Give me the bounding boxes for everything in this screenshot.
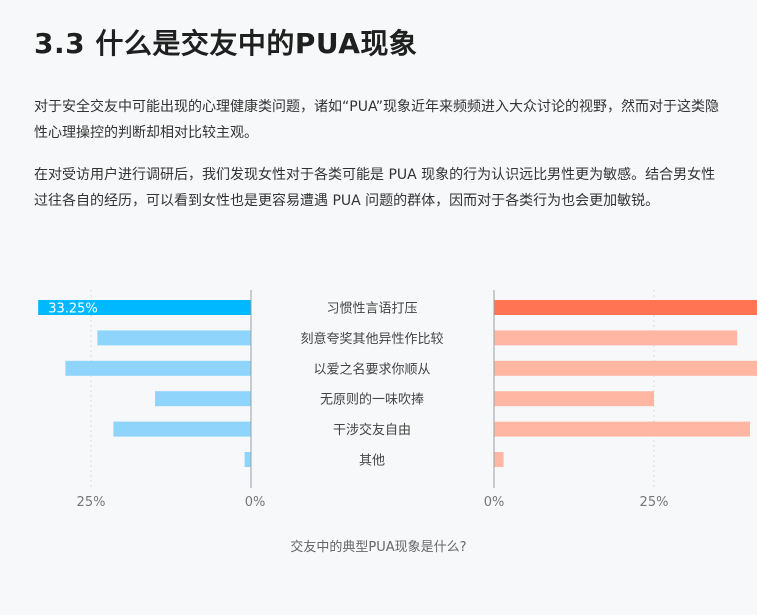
section-title: 3.3 什么是交友中的PUA现象	[34, 27, 418, 60]
right-bar	[494, 330, 738, 346]
intro-paragraph: 对于安全交友中可能出现的心理健康类问题，诸如“PUA”现象近年来频频进入大众讨论…	[34, 99, 720, 141]
right-bar	[494, 452, 504, 467]
tick-label-right-0: 0%	[484, 495, 505, 510]
left-bar	[38, 300, 252, 315]
tick-label-right-25: 25%	[640, 495, 669, 510]
right-bar	[494, 300, 757, 315]
category-label: 干涉交友自由	[333, 422, 411, 438]
right-bar	[494, 391, 654, 407]
category-label: 以爱之名要求你顺从	[313, 361, 430, 377]
chart-caption: 交友中的典型PUA现象是什么?	[290, 540, 467, 555]
category-label: 无原则的一味吹捧	[320, 392, 424, 408]
category-label: 其他	[359, 454, 385, 469]
data-label-left: 33.25%	[48, 302, 98, 317]
category-label: 习惯性言语打压	[326, 301, 417, 317]
right-bar	[494, 360, 757, 376]
left-bar	[65, 360, 252, 376]
right-bar	[494, 421, 750, 437]
tick-label-left-25: 25%	[77, 495, 106, 510]
left-bar	[97, 330, 252, 346]
category-label: 刻意夸奖其他异性作比较	[300, 331, 443, 347]
left-bar	[155, 391, 251, 407]
tick-label-left-0: 0%	[245, 495, 266, 510]
pua-butterfly-chart: 习惯性言语打压刻意夸奖其他异性作比较以爱之名要求你顺从无原则的一味吹捧干涉交友自…	[38, 290, 757, 510]
left-bar	[113, 421, 252, 437]
left-bar	[244, 452, 251, 467]
findings-paragraph: 在对受访用户进行调研后，我们发现女性对于各类可能是 PUA 现象的行为认识远比男…	[34, 167, 716, 209]
